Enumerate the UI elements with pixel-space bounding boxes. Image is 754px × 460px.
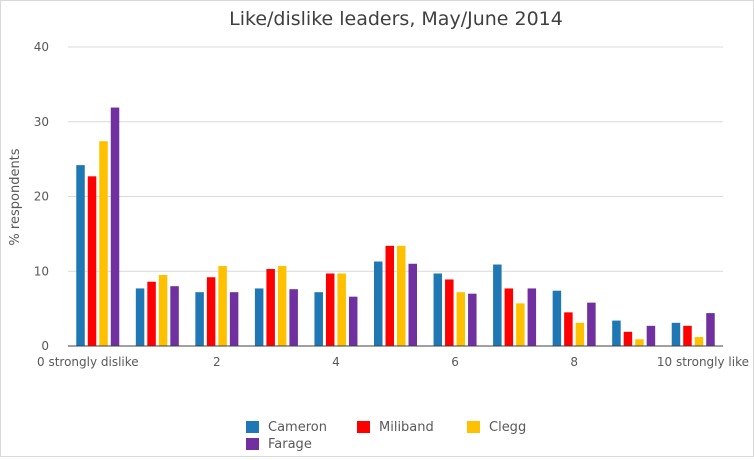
bar-farage-1 (170, 286, 179, 346)
y-tick-label: 20 (34, 190, 49, 204)
bar-cameron-6 (433, 273, 443, 346)
bar-farage-4 (348, 296, 358, 346)
bar-cameron-1 (135, 288, 145, 346)
legend-label-cameron: Cameron (268, 420, 327, 435)
legend: Cameron Miliband Clegg Farage (246, 420, 526, 452)
y-tick-label: 0 (41, 339, 49, 353)
bar-miliband-1 (147, 281, 156, 346)
bar-farage-8 (587, 302, 596, 346)
bar-miliband-4 (325, 273, 335, 346)
bar-clegg-7 (516, 303, 525, 346)
bar-clegg-6 (456, 292, 466, 346)
x-tick-label: 8 (570, 355, 578, 369)
bar-clegg-1 (158, 274, 168, 346)
bar-farage-6 (468, 293, 477, 346)
legend-swatch-miliband (357, 421, 370, 433)
bar-miliband-3 (266, 269, 275, 346)
bar-farage-10 (706, 313, 715, 346)
bar-cameron-4 (314, 292, 323, 346)
bar-cameron-3 (254, 288, 264, 346)
legend-swatch-cameron (246, 421, 259, 433)
bar-miliband-2 (206, 277, 216, 346)
bar-miliband-8 (564, 312, 573, 346)
bar-farage-0 (110, 107, 120, 346)
legend-label-miliband: Miliband (379, 420, 434, 435)
bar-clegg-2 (218, 266, 227, 346)
bar-miliband-5 (385, 245, 394, 346)
y-axis-ticks: 0 10 20 30 40 (34, 40, 49, 353)
bar-miliband-7 (504, 288, 514, 346)
legend-label-farage: Farage (268, 437, 312, 452)
x-tick-label: 6 (451, 355, 459, 369)
bar-miliband-6 (445, 279, 454, 346)
x-tick-label: 4 (332, 355, 340, 369)
bar-cameron-5 (374, 261, 383, 346)
chart-title: Like/dislike leaders, May/June 2014 (229, 8, 563, 30)
bar-clegg-0 (99, 141, 108, 346)
bar-farage-9 (646, 325, 656, 346)
bar-miliband-0 (87, 176, 97, 346)
x-tick-label: 2 (213, 355, 221, 369)
gridlines (68, 46, 723, 272)
bar-clegg-5 (397, 245, 406, 346)
bar-farage-7 (527, 288, 537, 346)
legend-swatch-clegg (467, 421, 480, 433)
y-tick-label: 30 (34, 115, 49, 129)
bar-cameron-9 (612, 320, 621, 346)
bar-miliband-9 (623, 331, 633, 346)
x-axis-ticks: 0 strongly dislike 2 4 6 8 10 strongly like (37, 355, 749, 369)
bar-farage-2 (229, 292, 239, 346)
legend-swatch-farage (246, 438, 259, 450)
bar-farage-5 (408, 263, 417, 346)
y-tick-label: 10 (34, 264, 49, 278)
bars (76, 107, 715, 346)
bar-cameron-0 (76, 165, 85, 346)
bar-clegg-4 (337, 273, 346, 346)
x-tick-label: 0 strongly dislike (37, 355, 139, 369)
bar-cameron-2 (195, 292, 204, 346)
y-axis-label: % respondents (8, 148, 23, 245)
bar-cameron-7 (493, 264, 502, 346)
bar-clegg-9 (635, 339, 644, 346)
bar-cameron-10 (671, 322, 681, 346)
bar-miliband-10 (683, 325, 692, 346)
bar-clegg-3 (277, 266, 287, 346)
bar-cameron-8 (552, 290, 562, 346)
legend-label-clegg: Clegg (489, 420, 526, 435)
bar-clegg-8 (575, 322, 585, 346)
y-tick-label: 40 (34, 40, 49, 54)
x-tick-label: 10 strongly like (657, 355, 749, 369)
bar-farage-3 (289, 289, 298, 346)
bar-clegg-10 (694, 337, 704, 346)
